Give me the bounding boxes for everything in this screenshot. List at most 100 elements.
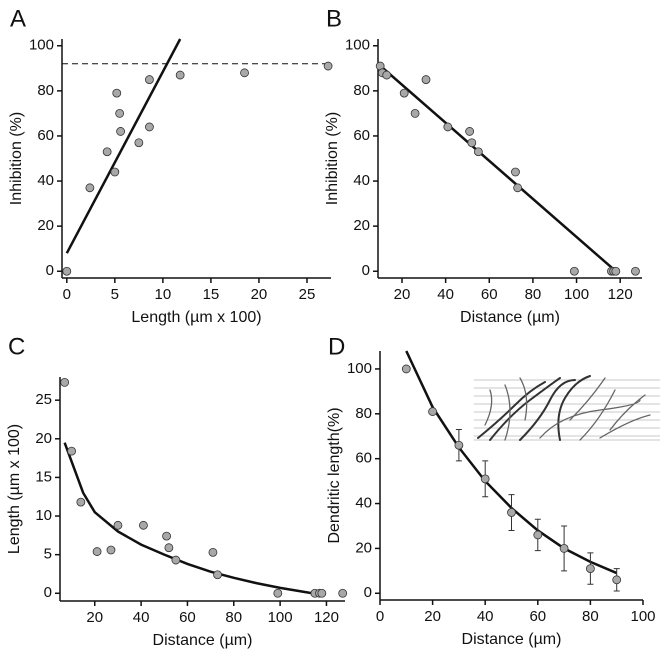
- y-tick-label: 40: [353, 172, 370, 189]
- y-tick-label: 0: [362, 262, 370, 279]
- data-point: [480, 474, 490, 484]
- data-point: [338, 588, 348, 598]
- data-point: [631, 266, 640, 276]
- x-tick-label: 100: [630, 608, 655, 625]
- data-point: [164, 543, 174, 553]
- data-point: [317, 588, 327, 598]
- x-tick-label: 60: [529, 608, 546, 625]
- data-point: [399, 88, 409, 98]
- data-point: [473, 147, 483, 157]
- data-point: [85, 183, 95, 193]
- y-axis-title: Inhibition (%): [8, 112, 25, 205]
- x-axis-title: Distance (µm): [462, 631, 562, 648]
- x-tick-label: 20: [424, 608, 441, 625]
- x-tick-label: 120: [608, 286, 633, 303]
- data-point: [401, 364, 411, 374]
- y-tick-label: 80: [353, 82, 370, 99]
- x-tick-label: 80: [225, 609, 242, 626]
- y-tick-label: 15: [35, 468, 52, 485]
- panel-label: A: [10, 5, 26, 32]
- data-point: [145, 122, 154, 132]
- data-point: [171, 555, 181, 565]
- x-axis-title: Length (µm x 100): [131, 309, 261, 326]
- x-tick-label: 25: [299, 286, 316, 303]
- y-tick-label: 10: [35, 507, 52, 524]
- data-point: [421, 75, 431, 84]
- fit-line: [65, 38, 182, 254]
- panel: 0 5 10 15 20 25 0 20 40 60 80 100 Length (µm x 100) I…: [8, 5, 333, 326]
- data-point: [465, 127, 475, 136]
- data-point: [443, 122, 453, 132]
- data-point: [410, 109, 420, 118]
- data-point: [428, 407, 438, 416]
- panel-label: C: [8, 333, 25, 360]
- y-tick-label: 60: [355, 450, 372, 467]
- y-tick-label: 80: [355, 405, 372, 422]
- fit-line: [405, 350, 618, 575]
- y-tick-label: 25: [35, 391, 52, 408]
- data-point: [102, 147, 112, 157]
- x-tick-label: 40: [477, 608, 494, 625]
- y-axis-title: Length (µm x 100): [6, 424, 23, 554]
- data-point: [145, 75, 154, 84]
- x-tick-label: 120: [314, 609, 339, 626]
- x-tick-label: 60: [481, 286, 498, 303]
- panel: 20 40 60 80 100 120 0 5 10 15 20 25 Distance (µm) Len…: [6, 333, 348, 649]
- x-tick-label: 100: [564, 286, 589, 303]
- x-tick-label: 60: [179, 609, 196, 626]
- y-tick-label: 0: [44, 584, 52, 601]
- data-point: [323, 61, 333, 71]
- data-point: [175, 70, 185, 80]
- x-tick-label: 80: [582, 608, 599, 625]
- data-point: [533, 530, 543, 540]
- data-point: [76, 497, 86, 507]
- y-tick-label: 60: [353, 127, 370, 144]
- y-tick-label: 20: [353, 217, 370, 234]
- inset-image: [473, 375, 660, 441]
- x-tick-label: 20: [86, 609, 103, 626]
- x-tick-label: 100: [268, 609, 293, 626]
- x-tick-label: 40: [437, 286, 454, 303]
- data-point: [612, 575, 622, 585]
- data-point: [113, 520, 123, 530]
- x-tick-label: 40: [133, 609, 150, 626]
- y-tick-label: 0: [364, 584, 372, 601]
- data-point: [507, 508, 516, 517]
- data-point: [213, 570, 222, 580]
- data-point: [116, 127, 126, 136]
- y-tick-label: 80: [37, 82, 54, 99]
- data-point: [110, 167, 120, 177]
- x-axis-title: Distance (µm): [153, 632, 253, 649]
- data-point: [62, 266, 72, 276]
- y-tick-label: 100: [347, 360, 372, 377]
- y-tick-label: 100: [29, 37, 54, 54]
- x-axis-title: Distance (µm): [460, 309, 560, 326]
- y-tick-label: 40: [355, 495, 372, 512]
- data-point: [112, 88, 122, 98]
- x-tick-label: 0: [376, 608, 384, 625]
- y-tick-label: 20: [35, 430, 52, 447]
- data-point: [586, 564, 595, 573]
- data-point: [115, 109, 125, 118]
- data-point: [162, 531, 171, 541]
- data-point: [454, 440, 464, 450]
- data-point: [511, 167, 520, 177]
- y-axis-title: Inhibition (%): [324, 112, 341, 205]
- x-tick-label: 20: [251, 286, 268, 303]
- fit-line: [63, 442, 323, 597]
- x-tick-label: 20: [394, 286, 411, 303]
- data-point: [92, 547, 102, 556]
- panel-label: B: [326, 5, 342, 32]
- panel-label: D: [328, 333, 345, 360]
- data-point: [611, 266, 621, 276]
- data-point: [139, 520, 148, 530]
- x-tick-label: 5: [111, 286, 119, 303]
- panel: 0 20 40 60 80 100 0 20 40 60 80 100 Distance (µm) Den…: [326, 333, 655, 648]
- data-point: [273, 588, 283, 598]
- x-tick-label: 10: [155, 286, 172, 303]
- data-point: [467, 138, 477, 148]
- x-tick-label: 0: [63, 286, 71, 303]
- y-tick-label: 60: [37, 127, 54, 144]
